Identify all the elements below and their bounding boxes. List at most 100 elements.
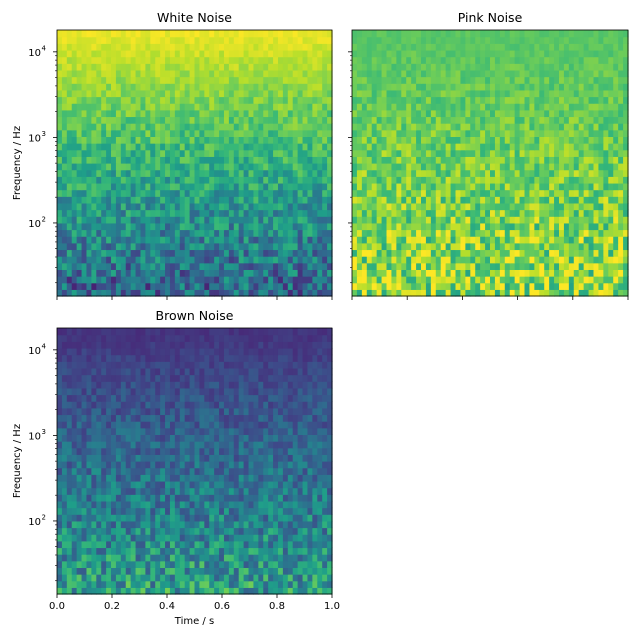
heatmap-cell [140,567,146,575]
heatmap-cell [61,63,68,71]
heatmap-cell [559,249,565,257]
heatmap-cell [440,129,447,137]
heatmap-cell [406,189,412,197]
heatmap-cell [559,30,565,38]
heatmap-cell [470,49,476,58]
heatmap-cell [411,36,417,44]
heatmap-cell [455,236,462,244]
heatmap-cell [228,169,235,177]
heatmap-cell [529,222,535,231]
heatmap-cell [307,236,313,244]
heatmap-cell [194,182,201,191]
heatmap-cell [76,176,83,184]
heatmap-cell [421,256,427,264]
heatmap-cell [544,262,550,270]
heatmap-cell [287,276,294,284]
heatmap-cell [559,242,565,251]
heatmap-cell [603,103,609,111]
heatmap-cell [317,282,323,290]
heatmap-cell [519,143,526,151]
heatmap-cell [578,76,585,84]
heatmap-cell [391,49,397,58]
heatmap-cell [312,229,318,237]
heatmap-cell [66,56,73,64]
heatmap-cell [322,123,328,131]
heatmap-cell [76,540,83,549]
heatmap-cell [435,83,442,91]
heatmap-cell [81,116,88,124]
heatmap-cell [243,169,250,177]
heatmap-cell [66,36,73,44]
heatmap-cell [573,269,580,277]
heatmap-cell [509,69,516,78]
heatmap-cell [460,149,466,157]
heatmap-cell [563,76,570,84]
heatmap-cell [81,554,88,562]
heatmap-cell [228,560,235,568]
heatmap-cell [155,276,161,284]
heatmap-cell [223,116,230,124]
heatmap-cell [366,202,373,211]
heatmap-cell [302,30,309,38]
heatmap-cell [401,209,407,217]
heatmap-cell [204,129,210,137]
heatmap-cell [435,69,442,78]
heatmap-cell [519,222,526,231]
heatmap-cell [165,182,171,191]
heatmap-cell [327,216,333,224]
heatmap-cell [307,196,313,204]
heatmap-cell [322,196,328,204]
heatmap-cell [460,69,466,78]
heatmap-cell [71,189,78,197]
heatmap-cell [115,554,122,562]
heatmap-cell [539,76,545,84]
heatmap-cell [253,109,259,118]
heatmap-cell [160,136,166,144]
heatmap-cell [499,262,506,270]
heatmap-cell [214,182,220,191]
heatmap-cell [57,76,63,84]
heatmap-cell [194,540,201,549]
heatmap-cell [480,256,486,264]
heatmap-cell [258,76,264,84]
heatmap-cell [534,289,540,297]
heatmap-cell [302,209,309,217]
heatmap-cell [91,202,97,211]
heatmap-cell [135,76,142,84]
heatmap-cell [307,129,313,137]
heatmap-cell [125,83,132,91]
heatmap-cell [603,182,609,191]
heatmap-cell [391,63,397,71]
heatmap-cell [608,149,614,157]
heatmap-cell [529,43,535,51]
heatmap-cell [96,222,102,231]
heatmap-cell [204,103,210,111]
heatmap-cell [534,229,540,237]
heatmap-cell [165,554,171,562]
heatmap-cell [273,176,279,184]
heatmap-cell [169,289,176,297]
heatmap-cell [71,56,78,64]
heatmap-cell [386,49,393,58]
heatmap-cell [381,196,388,204]
heatmap-cell [608,282,614,290]
heatmap-cell [135,169,142,177]
heatmap-cell [248,129,255,137]
heatmap-cell [460,36,466,44]
heatmap-cell [81,209,88,217]
heatmap-cell [248,30,255,38]
heatmap-cell [352,176,358,184]
heatmap-cell [292,129,299,137]
heatmap-cell [273,229,279,237]
heatmap-cell [356,269,363,277]
heatmap-cell [91,269,97,277]
heatmap-cell [111,156,117,164]
heatmap-cell [386,96,393,104]
heatmap-cell [317,567,323,575]
heatmap-cell [460,43,466,51]
heatmap-cell [534,209,540,217]
heatmap-cell [618,129,624,137]
heatmap-cell [327,89,333,98]
heatmap-cell [391,176,397,184]
heatmap-cell [366,196,373,204]
